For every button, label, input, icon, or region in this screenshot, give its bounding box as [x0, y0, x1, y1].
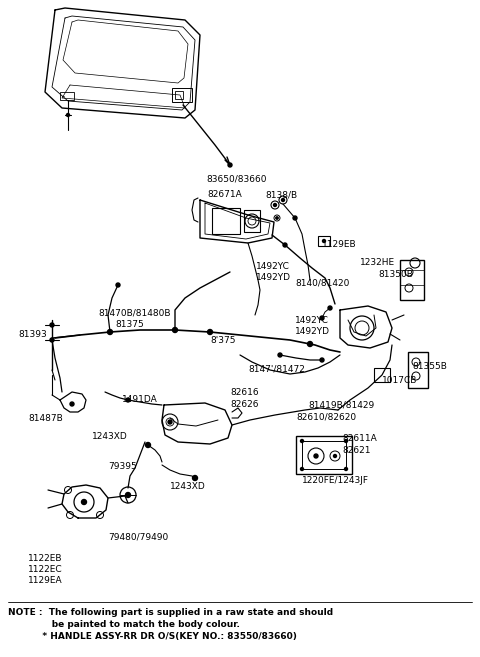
Text: 82671A: 82671A [207, 190, 242, 199]
Circle shape [172, 327, 178, 332]
Circle shape [345, 468, 348, 470]
Text: 1129EA: 1129EA [28, 576, 62, 585]
Bar [318, 236, 330, 246]
Bar [212, 208, 240, 234]
Circle shape [67, 114, 70, 116]
Text: 81393: 81393 [18, 330, 47, 339]
Text: 81470B/81480B: 81470B/81480B [98, 308, 170, 317]
Circle shape [192, 476, 197, 480]
Text: 1220FE/1243JF: 1220FE/1243JF [302, 476, 369, 485]
Text: 1491DA: 1491DA [122, 395, 158, 404]
Circle shape [323, 240, 325, 242]
Circle shape [207, 330, 213, 334]
Circle shape [126, 398, 130, 402]
Circle shape [82, 499, 86, 505]
Text: 1492YC: 1492YC [256, 262, 290, 271]
Circle shape [345, 440, 348, 443]
Text: 1492YC: 1492YC [295, 316, 329, 325]
Circle shape [116, 283, 120, 287]
Circle shape [314, 454, 318, 458]
Circle shape [125, 493, 131, 497]
Text: 82610/82620: 82610/82620 [296, 412, 356, 421]
Bar [296, 436, 352, 474]
Circle shape [50, 323, 54, 327]
Bar [400, 260, 424, 300]
Circle shape [278, 353, 282, 357]
Circle shape [320, 316, 324, 320]
Circle shape [334, 455, 336, 457]
Circle shape [145, 443, 151, 447]
Text: 83650/83660: 83650/83660 [207, 175, 267, 184]
Circle shape [281, 198, 285, 202]
Bar [244, 210, 260, 232]
Circle shape [108, 330, 112, 334]
Text: 81350B: 81350B [378, 270, 413, 279]
Text: 79395: 79395 [108, 462, 137, 471]
Circle shape [50, 338, 54, 342]
Text: 82621: 82621 [342, 446, 371, 455]
Text: 79480/79490: 79480/79490 [108, 532, 168, 541]
Bar [175, 91, 183, 99]
Circle shape [300, 440, 303, 443]
Circle shape [293, 216, 297, 220]
Text: 82626: 82626 [230, 400, 259, 409]
Circle shape [328, 306, 332, 310]
Text: 1243XD: 1243XD [92, 432, 128, 441]
Bar [374, 368, 390, 382]
Text: 81419B/81429: 81419B/81429 [308, 400, 374, 409]
Circle shape [70, 402, 74, 406]
Text: 8'375: 8'375 [210, 336, 236, 345]
Text: 1017CB: 1017CB [382, 376, 418, 385]
Circle shape [308, 342, 312, 346]
Text: 1122EB: 1122EB [28, 554, 62, 563]
Circle shape [168, 420, 172, 424]
Text: 1243XD: 1243XD [170, 482, 206, 491]
Circle shape [283, 243, 287, 247]
Bar [60, 92, 74, 100]
Text: 1232HE: 1232HE [360, 258, 395, 267]
Text: NOTE :  The following part is supplied in a raw state and should: NOTE : The following part is supplied in… [8, 608, 333, 617]
Text: 1492YD: 1492YD [256, 273, 291, 282]
Text: 82611A: 82611A [342, 434, 377, 443]
Bar [408, 352, 428, 388]
Text: 82616: 82616 [230, 388, 259, 397]
Circle shape [228, 163, 232, 167]
Text: 1129EB: 1129EB [322, 240, 357, 249]
Circle shape [274, 204, 276, 206]
Circle shape [320, 358, 324, 362]
Bar [172, 88, 192, 102]
Text: 8147'/81472: 8147'/81472 [248, 364, 305, 373]
Text: 8140/81420: 8140/81420 [295, 278, 349, 287]
Bar [302, 441, 346, 469]
Circle shape [300, 468, 303, 470]
Text: 81487B: 81487B [28, 414, 63, 423]
Text: 1492YD: 1492YD [295, 327, 330, 336]
Text: * HANDLE ASSY-RR DR O/S(KEY NO.: 83550/83660): * HANDLE ASSY-RR DR O/S(KEY NO.: 83550/8… [8, 632, 297, 641]
Text: 8138/B: 8138/B [265, 190, 297, 199]
Text: be painted to match the body colour.: be painted to match the body colour. [8, 620, 240, 629]
Text: 1122EC: 1122EC [28, 565, 62, 574]
Text: 81355B: 81355B [412, 362, 447, 371]
Text: 81375: 81375 [115, 320, 144, 329]
Circle shape [276, 217, 278, 219]
